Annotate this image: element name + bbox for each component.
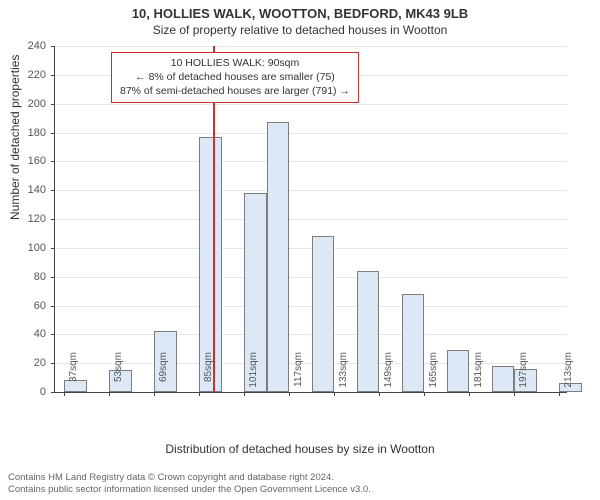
- annotation-line1: 10 HOLLIES WALK: 90sqm: [120, 56, 350, 70]
- annotation-box: 10 HOLLIES WALK: 90sqm ← 8% of detached …: [111, 52, 359, 103]
- ytick-mark: [51, 363, 55, 364]
- ytick-mark: [51, 248, 55, 249]
- x-axis-label: Distribution of detached houses by size …: [0, 442, 600, 456]
- title-main: 10, HOLLIES WALK, WOOTTON, BEDFORD, MK43…: [0, 0, 600, 21]
- ytick-mark: [51, 277, 55, 278]
- xtick-mark: [334, 392, 335, 396]
- ytick-mark: [51, 133, 55, 134]
- xtick-label: 181sqm: [473, 352, 484, 396]
- gridline: [55, 46, 567, 47]
- xtick-mark: [199, 392, 200, 396]
- footer: Contains HM Land Registry data © Crown c…: [8, 472, 371, 496]
- annotation-line3: 87% of semi-detached houses are larger (…: [120, 84, 350, 98]
- ytick-label: 20: [0, 357, 46, 369]
- ytick-label: 160: [0, 155, 46, 167]
- gridline: [55, 133, 567, 134]
- ytick-mark: [51, 161, 55, 162]
- xtick-mark: [154, 392, 155, 396]
- xtick-label: 101sqm: [248, 352, 259, 396]
- ytick-mark: [51, 306, 55, 307]
- ytick-label: 140: [0, 184, 46, 196]
- gridline: [55, 190, 567, 191]
- ytick-label: 80: [0, 271, 46, 283]
- ytick-label: 180: [0, 127, 46, 139]
- ytick-label: 0: [0, 386, 46, 398]
- xtick-mark: [559, 392, 560, 396]
- xtick-label: 37sqm: [68, 352, 79, 396]
- gridline: [55, 161, 567, 162]
- ytick-mark: [51, 392, 55, 393]
- ytick-label: 200: [0, 98, 46, 110]
- ytick-label: 100: [0, 242, 46, 254]
- xtick-mark: [514, 392, 515, 396]
- xtick-mark: [424, 392, 425, 396]
- annotation-line2: ← 8% of detached houses are smaller (75): [120, 70, 350, 84]
- xtick-label: 165sqm: [428, 352, 439, 396]
- histogram-bar: [267, 122, 290, 392]
- xtick-label: 149sqm: [383, 352, 394, 396]
- xtick-label: 53sqm: [113, 352, 124, 396]
- xtick-label: 117sqm: [293, 352, 304, 396]
- xtick-mark: [379, 392, 380, 396]
- chart-container: 10, HOLLIES WALK, WOOTTON, BEDFORD, MK43…: [0, 0, 600, 500]
- ytick-label: 60: [0, 300, 46, 312]
- ytick-mark: [51, 190, 55, 191]
- ytick-label: 220: [0, 69, 46, 81]
- histogram-bar: [312, 236, 335, 392]
- ytick-label: 120: [0, 213, 46, 225]
- ytick-mark: [51, 334, 55, 335]
- plot-region: 10 HOLLIES WALK: 90sqm ← 8% of detached …: [54, 46, 567, 393]
- ytick-mark: [51, 219, 55, 220]
- histogram-bar: [357, 271, 380, 392]
- xtick-mark: [64, 392, 65, 396]
- title-sub: Size of property relative to detached ho…: [0, 21, 600, 37]
- ytick-mark: [51, 75, 55, 76]
- xtick-label: 213sqm: [563, 352, 574, 396]
- xtick-label: 69sqm: [158, 352, 169, 396]
- xtick-label: 197sqm: [518, 352, 529, 396]
- xtick-label: 85sqm: [203, 352, 214, 396]
- histogram-bar: [402, 294, 425, 392]
- ytick-label: 40: [0, 328, 46, 340]
- ytick-label: 240: [0, 40, 46, 52]
- chart-area: 10 HOLLIES WALK: 90sqm ← 8% of detached …: [54, 46, 566, 392]
- xtick-mark: [109, 392, 110, 396]
- footer-line2: Contains public sector information licen…: [8, 484, 371, 496]
- ytick-mark: [51, 104, 55, 105]
- gridline: [55, 104, 567, 105]
- xtick-mark: [469, 392, 470, 396]
- histogram-bar: [447, 350, 470, 392]
- ytick-mark: [51, 46, 55, 47]
- xtick-label: 133sqm: [338, 352, 349, 396]
- gridline: [55, 219, 567, 220]
- xtick-mark: [289, 392, 290, 396]
- xtick-mark: [244, 392, 245, 396]
- histogram-bar: [492, 366, 515, 392]
- footer-line1: Contains HM Land Registry data © Crown c…: [8, 472, 371, 484]
